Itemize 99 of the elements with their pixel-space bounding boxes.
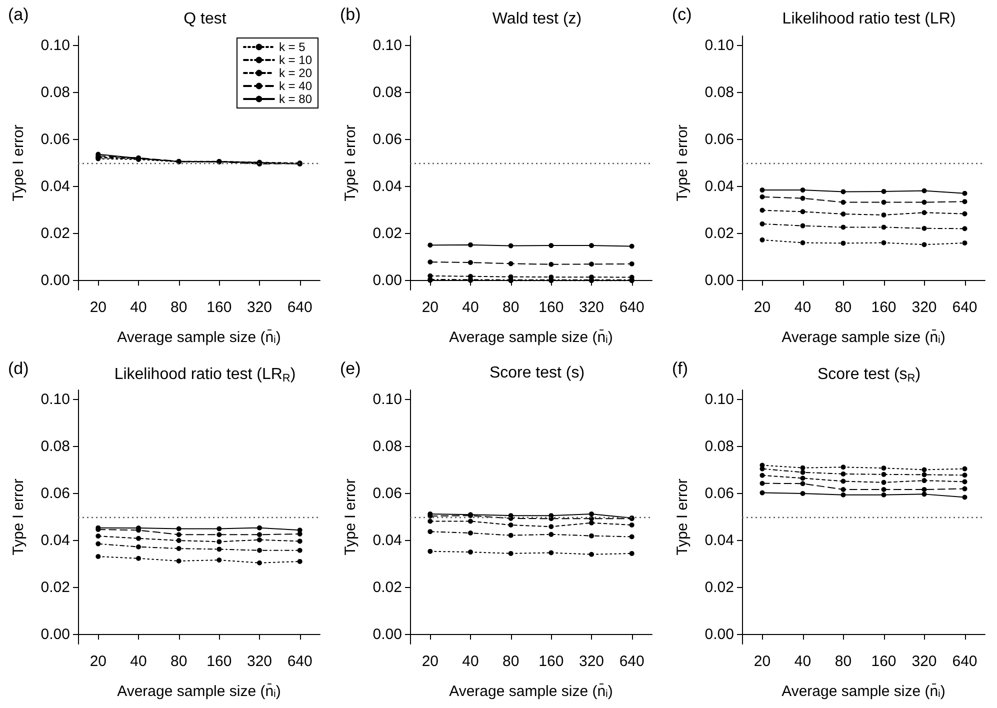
text: (e) — [340, 359, 361, 378]
x-tick-label: 160 — [871, 653, 896, 670]
x-tick-label: 80 — [502, 299, 520, 316]
x-tick-label: 160 — [538, 653, 564, 670]
x-tick-label: 320 — [912, 299, 937, 316]
y-tick-label: 0.06 — [704, 484, 734, 502]
x-tick-label: 20 — [90, 653, 107, 670]
y-tick-label: 0.02 — [704, 225, 734, 242]
y-axis-title: Type I error — [674, 124, 691, 202]
x-tick-label: 320 — [578, 653, 604, 670]
y-tick-label: 0.08 — [40, 84, 70, 101]
x-tick-label: 40 — [794, 653, 812, 670]
y-axis-title: Type I error — [342, 478, 359, 556]
y-axis-title: Type I error — [342, 124, 359, 202]
x-tick-label: 40 — [130, 299, 147, 316]
text: (d) — [8, 359, 29, 378]
y-tick-label: 0.10 — [40, 390, 70, 408]
x-tick-label: 640 — [619, 653, 644, 670]
x-tick-label: 40 — [794, 299, 812, 316]
x-tick-label: 20 — [754, 299, 771, 316]
legend-label: k = 80 — [278, 92, 312, 106]
x-tick-label: 320 — [912, 653, 937, 670]
y-tick-label: 0.08 — [704, 84, 734, 101]
x-tick-label: 160 — [538, 299, 564, 316]
x-tick-label: 640 — [287, 653, 312, 670]
y-tick-label: 0.02 — [40, 579, 70, 596]
y-axis-title: Type I error — [10, 478, 27, 556]
text: (b) — [340, 5, 361, 24]
x-tick-label: 80 — [502, 653, 520, 670]
x-tick-label: 20 — [754, 653, 771, 670]
y-tick-label: 0.10 — [704, 390, 734, 408]
y-tick-label: 0.08 — [704, 438, 734, 455]
text: (c) — [672, 5, 692, 24]
y-tick-label: 0.04 — [372, 178, 402, 196]
y-axis-title: Type I error — [674, 478, 691, 556]
x-tick-label: 320 — [246, 653, 272, 670]
y-tick-label: 0.08 — [40, 438, 70, 455]
y-tick-label: 0.06 — [372, 484, 402, 502]
chart-title: Q test — [184, 10, 227, 28]
chart-title: Wald test (z) — [492, 10, 582, 28]
legend-label: k = 5 — [278, 40, 306, 54]
y-tick-label: 0.06 — [372, 130, 402, 148]
legend-label: k = 10 — [278, 53, 312, 67]
x-tick-label: 320 — [578, 299, 604, 316]
y-tick-label: 0.10 — [40, 36, 70, 54]
y-tick-label: 0.10 — [372, 390, 402, 408]
chart-title: Likelihood ratio test (LR) — [782, 10, 956, 28]
y-tick-label: 0.00 — [372, 626, 402, 644]
y-tick-label: 0.06 — [40, 484, 70, 502]
y-tick-label: 0.00 — [372, 272, 402, 290]
x-tick-label: 40 — [462, 299, 479, 316]
y-tick-label: 0.04 — [372, 532, 402, 550]
x-tick-label: 40 — [130, 653, 147, 670]
y-tick-label: 0.06 — [704, 130, 734, 148]
chart-title: Score test (s) — [489, 364, 585, 382]
x-tick-label: 160 — [206, 299, 232, 316]
x-axis-title: Average sample size (n̄ᵢ) — [449, 329, 613, 346]
x-tick-label: 80 — [170, 653, 188, 670]
x-tick-label: 80 — [170, 299, 188, 316]
y-tick-label: 0.08 — [372, 438, 402, 455]
x-axis-title: Average sample size (n̄ᵢ) — [449, 683, 613, 700]
x-axis-title: Average sample size (n̄ᵢ) — [117, 329, 281, 346]
x-tick-label: 160 — [871, 299, 896, 316]
x-tick-label: 20 — [90, 299, 107, 316]
x-tick-label: 80 — [834, 653, 852, 670]
y-tick-label: 0.04 — [40, 532, 70, 550]
x-tick-label: 20 — [422, 299, 439, 316]
y-tick-label: 0.06 — [40, 130, 70, 148]
x-tick-label: 320 — [246, 299, 272, 316]
x-tick-label: 640 — [287, 299, 312, 316]
y-tick-label: 0.08 — [372, 84, 402, 101]
x-tick-label: 640 — [952, 299, 978, 316]
text: (a) — [8, 5, 29, 24]
y-tick-label: 0.02 — [40, 225, 70, 242]
y-tick-label: 0.10 — [704, 36, 734, 54]
x-tick-label: 20 — [422, 653, 439, 670]
y-tick-label: 0.00 — [40, 626, 70, 644]
y-tick-label: 0.04 — [704, 532, 734, 550]
y-tick-label: 0.00 — [40, 272, 70, 290]
y-tick-label: 0.00 — [704, 272, 734, 290]
y-tick-label: 0.10 — [372, 36, 402, 54]
y-tick-label: 0.02 — [372, 579, 402, 596]
y-tick-label: 0.00 — [704, 626, 734, 644]
x-tick-label: 80 — [834, 299, 852, 316]
x-tick-label: 160 — [206, 653, 232, 670]
y-tick-label: 0.02 — [704, 579, 734, 596]
x-tick-label: 40 — [462, 653, 479, 670]
x-tick-label: 640 — [952, 653, 978, 670]
legend-label: k = 40 — [278, 79, 312, 93]
y-tick-label: 0.04 — [40, 178, 70, 196]
text: (f) — [672, 359, 688, 378]
x-axis-title: Average sample size (n̄ᵢ) — [117, 683, 281, 700]
x-tick-label: 640 — [619, 299, 644, 316]
x-axis-title: Average sample size (n̄ᵢ) — [782, 329, 946, 346]
y-tick-label: 0.04 — [704, 178, 734, 196]
y-axis-title: Type I error — [10, 124, 27, 202]
legend-label: k = 20 — [278, 66, 312, 80]
x-axis-title: Average sample size (n̄ᵢ) — [782, 683, 946, 700]
y-tick-label: 0.02 — [372, 225, 402, 242]
